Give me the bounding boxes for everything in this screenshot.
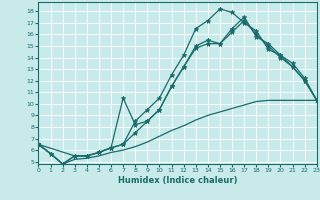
X-axis label: Humidex (Indice chaleur): Humidex (Indice chaleur)	[118, 176, 237, 185]
